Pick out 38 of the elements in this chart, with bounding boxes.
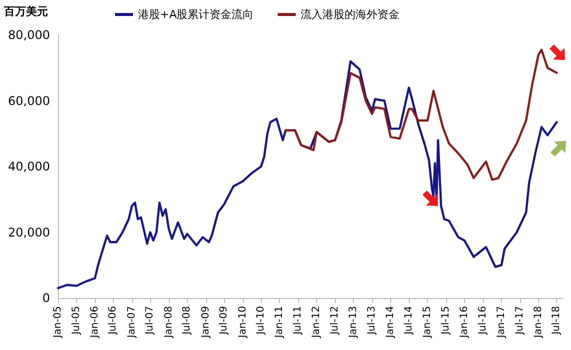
line-series	[284, 48, 558, 181]
x-tick-label: Jan-08	[163, 306, 174, 339]
x-tick-label: Jul-18	[551, 306, 562, 336]
legend-label: 流入港股的海外资金	[300, 8, 400, 21]
x-tick-label: Jul-17	[514, 306, 526, 336]
x-tick-label: Jul-05	[70, 306, 82, 336]
y-tick-label: 60,000	[8, 94, 50, 108]
x-tick-label: Jul-09	[218, 306, 230, 336]
x-tick-label: Jul-10	[256, 306, 267, 336]
x-tick-label: Jan-18	[532, 306, 544, 339]
x-tick-label: Jan-15	[422, 306, 434, 339]
legend-label: 港股+A股累计资金流向	[138, 8, 254, 21]
x-tick-label: Jul-06	[108, 306, 119, 336]
line-series	[56, 60, 558, 290]
x-tick-label: Jan-11	[274, 306, 286, 339]
y-tick-label: 40,000	[8, 160, 50, 174]
x-tick-label: Jan-14	[385, 306, 396, 339]
x-tick-label: Jan-09	[200, 306, 212, 339]
x-tick-label: Jul-14	[403, 306, 414, 336]
x-tick-label: Jul-08	[182, 306, 193, 336]
y-tick-label: 20,000	[8, 225, 50, 240]
x-tick-label: Jan-12	[311, 306, 322, 339]
x-tick-label: Jul-12	[330, 306, 341, 336]
x-tick-label: Jul-13	[366, 306, 378, 336]
y-axis-title: 百万美元	[3, 5, 48, 18]
y-tick-label: 0	[42, 291, 50, 305]
x-tick-label: Jan-06	[89, 306, 100, 339]
x-tick-label: Jul-07	[144, 306, 156, 336]
y-tick-label: 80,000	[8, 28, 50, 42]
x-tick-label: Jan-16	[458, 306, 470, 339]
x-tick-label: Jan-17	[496, 306, 507, 339]
x-tick-label: Jul-11	[292, 306, 304, 336]
x-tick-label: Jan-10	[237, 306, 248, 339]
x-tick-label: Jan-05	[52, 306, 64, 339]
x-tick-label: Jul-15	[440, 306, 452, 336]
x-tick-label: Jan-07	[126, 306, 138, 339]
x-tick-label: Jan-13	[348, 306, 360, 339]
x-tick-label: Jul-16	[477, 306, 488, 336]
